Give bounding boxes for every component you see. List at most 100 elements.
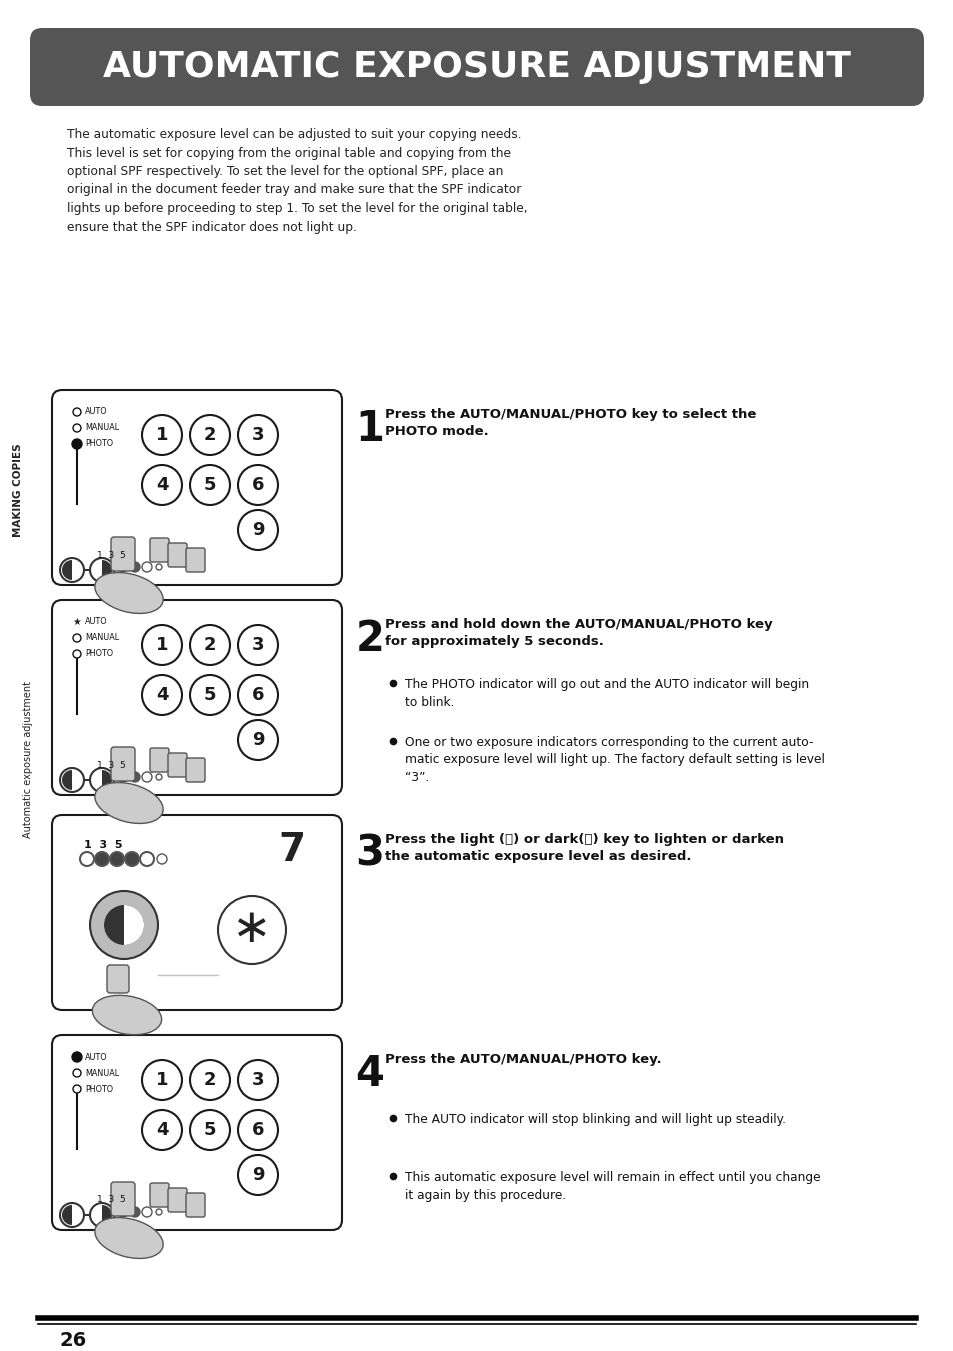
Circle shape [237,720,277,761]
Circle shape [90,1202,113,1227]
Text: MANUAL: MANUAL [85,634,119,643]
Circle shape [118,1206,128,1217]
Text: PHOTO: PHOTO [85,439,113,449]
Text: 7: 7 [278,831,305,869]
Circle shape [60,767,84,792]
Text: One or two exposure indicators corresponding to the current auto-
matic exposure: One or two exposure indicators correspon… [405,736,824,784]
Circle shape [130,1206,140,1217]
Circle shape [190,676,230,715]
Circle shape [142,771,152,782]
FancyBboxPatch shape [52,1035,341,1229]
Wedge shape [62,561,71,580]
Circle shape [90,767,113,792]
FancyBboxPatch shape [168,753,187,777]
Circle shape [106,562,116,571]
Text: Press the light (ⓖ) or dark(ⓘ) key to lighten or darken
the automatic exposure l: Press the light (ⓖ) or dark(ⓘ) key to li… [385,834,783,863]
Circle shape [95,852,109,866]
Circle shape [142,1206,152,1217]
Text: 6: 6 [252,1121,264,1139]
Circle shape [142,1111,182,1150]
FancyBboxPatch shape [150,1183,169,1206]
Text: 2: 2 [355,617,384,661]
Circle shape [237,1155,277,1196]
FancyBboxPatch shape [186,1193,205,1217]
Circle shape [142,626,182,665]
Circle shape [130,771,140,782]
Circle shape [190,1061,230,1100]
Text: 9: 9 [252,521,264,539]
Text: PHOTO: PHOTO [85,650,113,658]
Text: PHOTO: PHOTO [85,1085,113,1093]
Circle shape [142,676,182,715]
Circle shape [140,852,153,866]
Ellipse shape [94,782,163,824]
Circle shape [190,415,230,455]
Wedge shape [102,1205,112,1225]
Text: 1  3  5: 1 3 5 [97,761,126,770]
Circle shape [94,1206,104,1217]
Circle shape [110,852,124,866]
Text: 3: 3 [252,426,264,444]
Text: 1: 1 [155,426,168,444]
Circle shape [237,509,277,550]
Circle shape [90,892,158,959]
Text: AUTOMATIC EXPOSURE ADJUSTMENT: AUTOMATIC EXPOSURE ADJUSTMENT [103,50,850,84]
Text: Press the AUTO/MANUAL/PHOTO key to select the
PHOTO mode.: Press the AUTO/MANUAL/PHOTO key to selec… [385,408,756,438]
Circle shape [125,852,139,866]
FancyBboxPatch shape [168,543,187,567]
Circle shape [60,558,84,582]
Circle shape [190,1111,230,1150]
Circle shape [237,626,277,665]
Text: This automatic exposure level will remain in effect until you change
it again by: This automatic exposure level will remai… [405,1171,820,1201]
Text: AUTO: AUTO [85,617,108,627]
Text: MAKING COPIES: MAKING COPIES [13,443,23,536]
Text: Press and hold down the AUTO/MANUAL/PHOTO key
for approximately 5 seconds.: Press and hold down the AUTO/MANUAL/PHOT… [385,617,772,648]
FancyBboxPatch shape [52,815,341,1011]
Text: 1  3  5: 1 3 5 [97,550,126,559]
Circle shape [73,1069,81,1077]
Text: 26: 26 [60,1331,87,1350]
FancyBboxPatch shape [52,390,341,585]
FancyBboxPatch shape [52,600,341,794]
Text: MANUAL: MANUAL [85,1069,119,1078]
Text: MANUAL: MANUAL [85,423,119,432]
FancyBboxPatch shape [111,1182,135,1216]
FancyBboxPatch shape [107,965,129,993]
Circle shape [94,771,104,782]
Text: 4: 4 [155,686,168,704]
Circle shape [237,465,277,505]
Text: The PHOTO indicator will go out and the AUTO indicator will begin
to blink.: The PHOTO indicator will go out and the … [405,678,808,708]
FancyBboxPatch shape [150,538,169,562]
Text: ★: ★ [72,617,81,627]
Circle shape [156,563,162,570]
Circle shape [80,852,94,866]
Circle shape [142,562,152,571]
Circle shape [156,1209,162,1215]
Ellipse shape [94,573,163,613]
Circle shape [237,1111,277,1150]
Circle shape [237,1061,277,1100]
Text: 5: 5 [204,1121,216,1139]
Wedge shape [104,905,124,944]
Text: AUTO: AUTO [85,408,108,416]
Text: 1  3  5: 1 3 5 [97,1196,126,1205]
FancyBboxPatch shape [111,747,135,781]
Circle shape [73,634,81,642]
Wedge shape [62,1205,71,1225]
Ellipse shape [92,996,161,1035]
Wedge shape [124,905,144,944]
Text: Press the AUTO/MANUAL/PHOTO key.: Press the AUTO/MANUAL/PHOTO key. [385,1052,661,1066]
Text: The automatic exposure level can be adjusted to suit your copying needs.
This le: The automatic exposure level can be adju… [67,128,527,234]
FancyBboxPatch shape [168,1188,187,1212]
Text: 6: 6 [252,686,264,704]
Wedge shape [102,561,112,580]
Circle shape [73,408,81,416]
FancyBboxPatch shape [30,28,923,105]
Text: AUTO: AUTO [85,1052,108,1062]
Circle shape [156,774,162,780]
Circle shape [106,771,116,782]
Circle shape [71,439,82,449]
Text: 3: 3 [252,1071,264,1089]
Circle shape [142,1061,182,1100]
Text: 6: 6 [252,476,264,494]
